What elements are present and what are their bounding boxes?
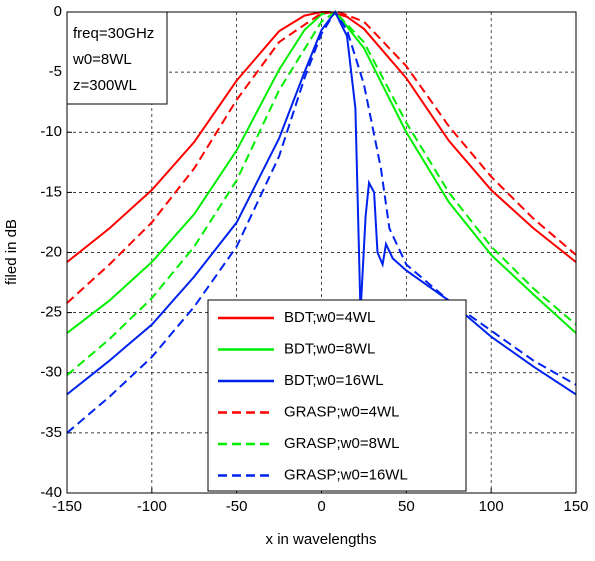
y-tick-label: -5 <box>49 63 62 80</box>
series-line <box>66 10 577 396</box>
legend-label: GRASP;w0=16WL <box>284 466 408 483</box>
legend-label: BDT;w0=16WL <box>284 372 384 389</box>
annotation: z=300WL <box>73 77 137 94</box>
y-tick-label: -35 <box>40 424 62 441</box>
legend-label: BDT;w0=8WL <box>284 340 375 357</box>
y-tick-label: -40 <box>40 484 62 501</box>
y-tick-label: -25 <box>40 304 62 321</box>
y-tick-label: -20 <box>40 243 62 260</box>
x-tick-label: -50 <box>226 498 248 515</box>
legend-label: GRASP;w0=8WL <box>284 435 399 452</box>
annotation: freq=30GHz <box>73 25 154 42</box>
x-tick-label: 0 <box>317 498 325 515</box>
x-tick-label: 50 <box>398 498 415 515</box>
annotation: w0=8WL <box>72 51 132 68</box>
x-tick-label: -150 <box>52 498 82 515</box>
y-tick-label: 0 <box>54 3 62 20</box>
x-tick-label: 150 <box>563 498 588 515</box>
legend-label: BDT;w0=4WL <box>284 309 375 326</box>
annotation-box <box>66 11 168 105</box>
x-tick-label: 100 <box>479 498 504 515</box>
series-line <box>66 10 577 434</box>
plot-frame <box>66 11 577 494</box>
series-line <box>66 10 577 376</box>
y-tick-label: -15 <box>40 183 62 200</box>
y-axis-label: filed in dB <box>3 219 20 285</box>
legend-label: GRASP;w0=4WL <box>284 403 399 420</box>
x-axis-label: x in wavelengths <box>266 531 377 548</box>
series-line <box>66 10 577 304</box>
y-tick-label: -30 <box>40 364 62 381</box>
x-tick-label: -100 <box>137 498 167 515</box>
legend-box <box>207 299 467 492</box>
y-tick-label: -10 <box>40 123 62 140</box>
